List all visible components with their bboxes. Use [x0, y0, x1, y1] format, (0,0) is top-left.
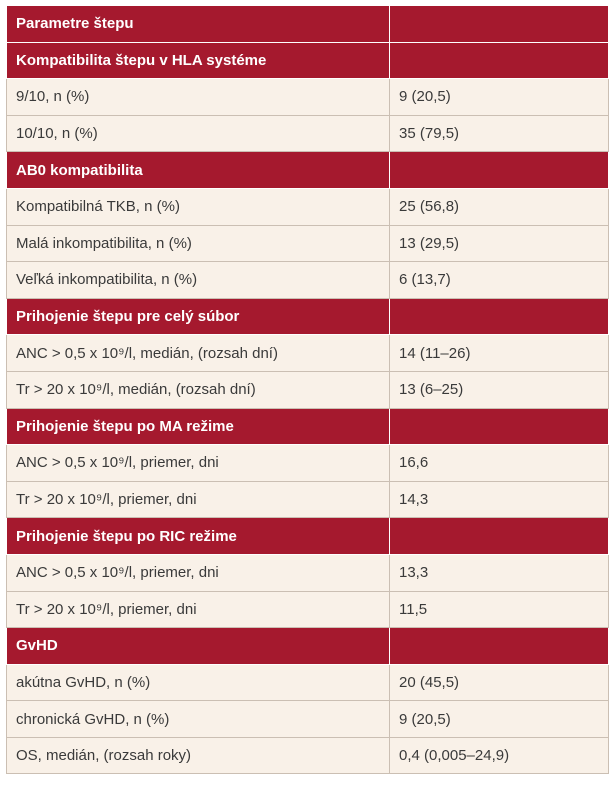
- data-row: chronická GvHD, n (%) 9 (20,5): [6, 700, 609, 738]
- section-title: Prihojenie štepu pre celý súbor: [6, 297, 390, 336]
- data-row: 10/10, n (%) 35 (79,5): [6, 114, 609, 153]
- data-row: Kompatibilná TKB, n (%) 25 (56,8): [6, 187, 609, 226]
- section-row: Prihojenie štepu po MA režime: [6, 407, 609, 446]
- section-empty: [389, 297, 609, 336]
- parameter-label: ANC > 0,5 x 10⁹/l, priemer, dni: [6, 444, 390, 482]
- parameter-value: 20 (45,5): [389, 663, 609, 702]
- parameter-value: 6 (13,7): [389, 261, 609, 299]
- header-empty: [389, 5, 609, 43]
- data-row: ANC > 0,5 x 10⁹/l, medián, (rozsah dní) 1…: [6, 334, 609, 372]
- parameter-label: Tr > 20 x 10⁹/l, medián, (rozsah dní): [6, 370, 390, 409]
- section-empty: [389, 41, 609, 80]
- parameter-value: 25 (56,8): [389, 187, 609, 226]
- parameter-label: OS, medián, (rozsah roky): [6, 736, 390, 775]
- parameter-label: Tr > 20 x 10⁹/l, priemer, dni: [6, 590, 390, 629]
- data-row: Tr > 20 x 10⁹/l, priemer, dni 11,5: [6, 590, 609, 629]
- parameters-table: Parametre štepu Kompatibilita štepu v HLA…: [6, 5, 609, 775]
- data-row: ANC > 0,5 x 10⁹/l, priemer, dni 13,3: [6, 553, 609, 592]
- parameter-value: 14,3: [389, 480, 609, 519]
- parameter-label: ANC > 0,5 x 10⁹/l, priemer, dni: [6, 553, 390, 592]
- section-title: Prihojenie štepu po MA režime: [6, 407, 390, 446]
- data-row: Veľká inkompatibilita, n (%) 6 (13,7): [6, 261, 609, 299]
- parameter-value: 35 (79,5): [389, 114, 609, 153]
- section-row: Prihojenie štepu pre celý súbor: [6, 297, 609, 336]
- parameter-value: 13,3: [389, 553, 609, 592]
- section-row: AB0 kompatibilita: [6, 151, 609, 189]
- parameter-value: 9 (20,5): [389, 78, 609, 116]
- section-row: GvHD: [6, 627, 609, 665]
- data-row: Tr > 20 x 10⁹/l, medián, (rozsah dní) 13 …: [6, 370, 609, 409]
- parameter-value: 13 (6–25): [389, 370, 609, 409]
- parameter-value: 14 (11–26): [389, 334, 609, 372]
- parameter-label: Tr > 20 x 10⁹/l, priemer, dni: [6, 480, 390, 519]
- parameter-value: 0,4 (0,005–24,9): [389, 736, 609, 775]
- parameter-value: 13 (29,5): [389, 224, 609, 263]
- section-empty: [389, 627, 609, 665]
- header-cell: Parametre štepu: [6, 5, 390, 43]
- data-row: 9/10, n (%) 9 (20,5): [6, 78, 609, 116]
- parameter-label: 10/10, n (%): [6, 114, 390, 153]
- data-row: ANC > 0,5 x 10⁹/l, priemer, dni 16,6: [6, 444, 609, 482]
- data-row: akútna GvHD, n (%) 20 (45,5): [6, 663, 609, 702]
- data-row: Malá inkompatibilita, n (%) 13 (29,5): [6, 224, 609, 263]
- section-title: Prihojenie štepu po RIC režime: [6, 517, 390, 555]
- header-row: Parametre štepu: [6, 5, 609, 43]
- parameter-label: chronická GvHD, n (%): [6, 700, 390, 738]
- parameter-label: ANC > 0,5 x 10⁹/l, medián, (rozsah dní): [6, 334, 390, 372]
- section-title: Kompatibilita štepu v HLA systéme: [6, 41, 390, 80]
- section-row: Prihojenie štepu po RIC režime: [6, 517, 609, 555]
- data-row: Tr > 20 x 10⁹/l, priemer, dni 14,3: [6, 480, 609, 519]
- parameter-value: 11,5: [389, 590, 609, 629]
- parameter-value: 9 (20,5): [389, 700, 609, 738]
- section-empty: [389, 517, 609, 555]
- section-title: GvHD: [6, 627, 390, 665]
- parameter-label: 9/10, n (%): [6, 78, 390, 116]
- section-empty: [389, 151, 609, 189]
- parameter-label: Kompatibilná TKB, n (%): [6, 187, 390, 226]
- section-row: Kompatibilita štepu v HLA systéme: [6, 41, 609, 80]
- data-row: OS, medián, (rozsah roky) 0,4 (0,005–24,9…: [6, 736, 609, 775]
- parameter-label: Veľká inkompatibilita, n (%): [6, 261, 390, 299]
- section-title: AB0 kompatibilita: [6, 151, 390, 189]
- parameter-value: 16,6: [389, 444, 609, 482]
- parameter-label: akútna GvHD, n (%): [6, 663, 390, 702]
- parameter-label: Malá inkompatibilita, n (%): [6, 224, 390, 263]
- section-empty: [389, 407, 609, 446]
